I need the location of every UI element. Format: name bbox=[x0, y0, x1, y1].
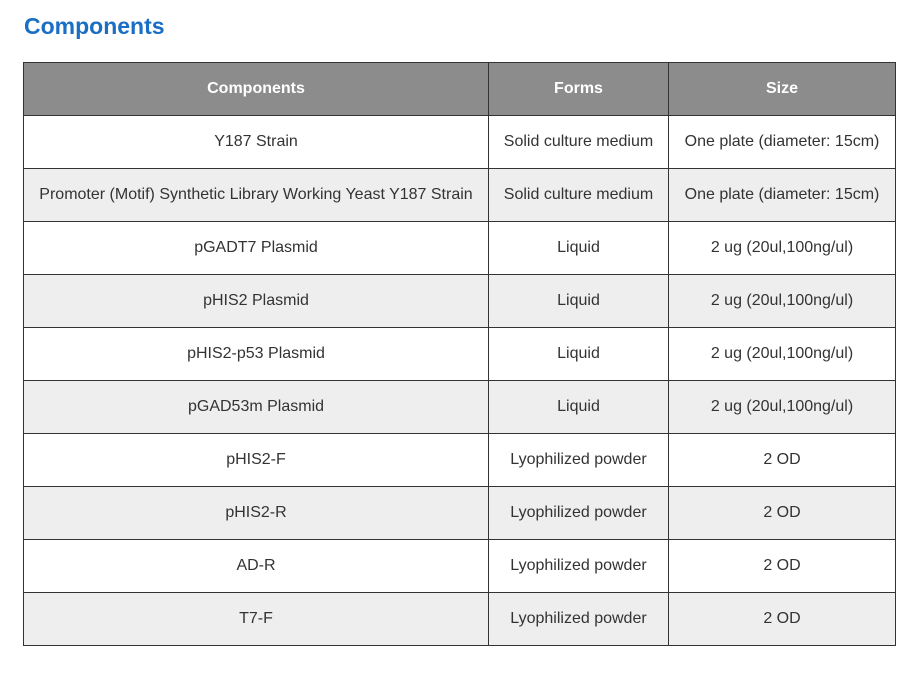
table-row: pHIS2-F Lyophilized powder 2 OD bbox=[23, 433, 896, 487]
table-row: pHIS2-p53 Plasmid Liquid 2 ug (20ul,100n… bbox=[23, 327, 896, 381]
table-row: pHIS2-R Lyophilized powder 2 OD bbox=[23, 486, 896, 540]
table-row: pGADT7 Plasmid Liquid 2 ug (20ul,100ng/u… bbox=[23, 221, 896, 275]
page-title: Components bbox=[24, 13, 165, 39]
cell-component: pHIS2-p53 Plasmid bbox=[23, 327, 489, 381]
cell-size: 2 ug (20ul,100ng/ul) bbox=[668, 221, 896, 275]
table-row: Y187 Strain Solid culture medium One pla… bbox=[23, 115, 896, 169]
cell-form: Lyophilized powder bbox=[488, 592, 669, 646]
cell-form: Lyophilized powder bbox=[488, 433, 669, 487]
header-forms: Forms bbox=[488, 62, 669, 116]
cell-size: 2 ug (20ul,100ng/ul) bbox=[668, 327, 896, 381]
cell-component: pHIS2-R bbox=[23, 486, 489, 540]
cell-form: Liquid bbox=[488, 327, 669, 381]
cell-form: Lyophilized powder bbox=[488, 486, 669, 540]
cell-size: 2 OD bbox=[668, 539, 896, 593]
cell-size: 2 OD bbox=[668, 486, 896, 540]
table-row: T7-F Lyophilized powder 2 OD bbox=[23, 592, 896, 646]
cell-size: 2 ug (20ul,100ng/ul) bbox=[668, 380, 896, 434]
table-row: Promoter (Motif) Synthetic Library Worki… bbox=[23, 168, 896, 222]
cell-component: pGAD53m Plasmid bbox=[23, 380, 489, 434]
cell-component: pHIS2-F bbox=[23, 433, 489, 487]
cell-component: pHIS2 Plasmid bbox=[23, 274, 489, 328]
cell-component: Promoter (Motif) Synthetic Library Worki… bbox=[23, 168, 489, 222]
cell-size: One plate (diameter: 15cm) bbox=[668, 168, 896, 222]
table-header-row: Components Forms Size bbox=[23, 62, 896, 116]
cell-form: Solid culture medium bbox=[488, 115, 669, 169]
cell-size: 2 ug (20ul,100ng/ul) bbox=[668, 274, 896, 328]
cell-component: Y187 Strain bbox=[23, 115, 489, 169]
cell-component: T7-F bbox=[23, 592, 489, 646]
cell-size: One plate (diameter: 15cm) bbox=[668, 115, 896, 169]
header-size: Size bbox=[668, 62, 896, 116]
table-row: pHIS2 Plasmid Liquid 2 ug (20ul,100ng/ul… bbox=[23, 274, 896, 328]
components-table: Components Forms Size Y187 Strain Solid … bbox=[23, 62, 896, 646]
header-components: Components bbox=[23, 62, 489, 116]
cell-form: Solid culture medium bbox=[488, 168, 669, 222]
cell-size: 2 OD bbox=[668, 433, 896, 487]
cell-form: Liquid bbox=[488, 221, 669, 275]
cell-form: Lyophilized powder bbox=[488, 539, 669, 593]
cell-component: AD-R bbox=[23, 539, 489, 593]
table-row: AD-R Lyophilized powder 2 OD bbox=[23, 539, 896, 593]
cell-component: pGADT7 Plasmid bbox=[23, 221, 489, 275]
table-row: pGAD53m Plasmid Liquid 2 ug (20ul,100ng/… bbox=[23, 380, 896, 434]
cell-form: Liquid bbox=[488, 274, 669, 328]
cell-form: Liquid bbox=[488, 380, 669, 434]
cell-size: 2 OD bbox=[668, 592, 896, 646]
